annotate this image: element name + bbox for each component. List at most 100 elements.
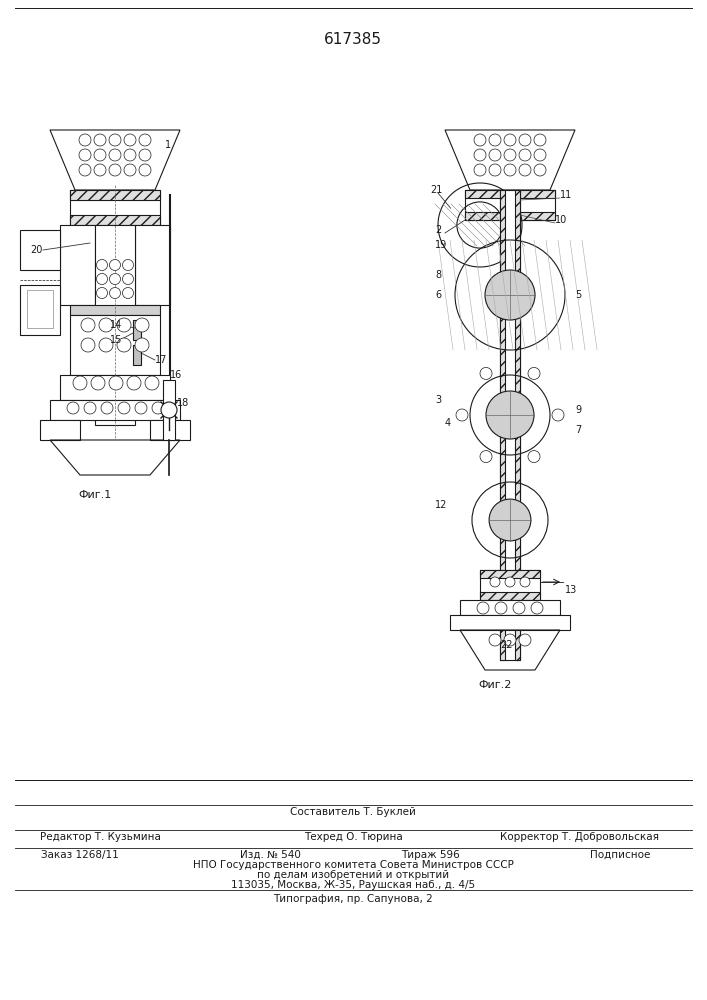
Text: 17: 17 bbox=[155, 355, 168, 365]
Bar bbox=[70, 190, 160, 225]
Bar bbox=[150, 420, 190, 440]
Circle shape bbox=[79, 149, 91, 161]
Circle shape bbox=[117, 318, 131, 332]
Text: 15: 15 bbox=[110, 335, 122, 345]
Text: по делам изобретений и открытий: по делам изобретений и открытий bbox=[257, 870, 449, 880]
Circle shape bbox=[122, 259, 134, 270]
Circle shape bbox=[135, 402, 147, 414]
Circle shape bbox=[81, 338, 95, 352]
Text: 21: 21 bbox=[430, 185, 443, 195]
Bar bbox=[515, 190, 520, 660]
Text: 7: 7 bbox=[575, 425, 581, 435]
Text: 12: 12 bbox=[435, 500, 448, 510]
Circle shape bbox=[94, 149, 106, 161]
Text: 22: 22 bbox=[500, 640, 513, 650]
Bar bbox=[460, 600, 560, 615]
Circle shape bbox=[152, 402, 164, 414]
Text: Редактор Т. Кузьмина: Редактор Т. Кузьмина bbox=[40, 832, 160, 842]
Circle shape bbox=[161, 402, 177, 418]
Circle shape bbox=[534, 164, 546, 176]
Circle shape bbox=[73, 376, 87, 390]
Circle shape bbox=[139, 149, 151, 161]
Text: Подписное: Подписное bbox=[590, 850, 650, 860]
Text: 18: 18 bbox=[177, 398, 189, 408]
Circle shape bbox=[519, 164, 531, 176]
Circle shape bbox=[110, 259, 120, 270]
Text: 4: 4 bbox=[445, 418, 451, 428]
Circle shape bbox=[96, 273, 107, 284]
Bar bbox=[500, 190, 505, 660]
Bar bbox=[60, 375, 170, 400]
Circle shape bbox=[79, 134, 91, 146]
Circle shape bbox=[79, 164, 91, 176]
Bar bbox=[163, 380, 175, 440]
Circle shape bbox=[504, 634, 516, 646]
Circle shape bbox=[135, 338, 149, 352]
Circle shape bbox=[122, 273, 134, 284]
Text: 6: 6 bbox=[435, 290, 441, 300]
Circle shape bbox=[534, 149, 546, 161]
Circle shape bbox=[122, 288, 134, 298]
Text: Тираж 596: Тираж 596 bbox=[401, 850, 460, 860]
Circle shape bbox=[534, 134, 546, 146]
Text: 2: 2 bbox=[435, 225, 441, 235]
Circle shape bbox=[456, 409, 468, 421]
Text: 19: 19 bbox=[435, 240, 448, 250]
Bar bbox=[450, 615, 570, 630]
Circle shape bbox=[474, 149, 486, 161]
Circle shape bbox=[505, 577, 515, 587]
Circle shape bbox=[96, 259, 107, 270]
Text: 10: 10 bbox=[555, 215, 567, 225]
Text: 3: 3 bbox=[435, 395, 441, 405]
Bar bbox=[133, 320, 141, 340]
Circle shape bbox=[91, 376, 105, 390]
Bar bbox=[135, 225, 170, 305]
Circle shape bbox=[474, 134, 486, 146]
Bar bbox=[20, 285, 60, 335]
Circle shape bbox=[124, 149, 136, 161]
Circle shape bbox=[135, 318, 149, 332]
Bar bbox=[480, 570, 540, 578]
Text: НПО Государственного комитета Совета Министров СССР: НПО Государственного комитета Совета Мин… bbox=[192, 860, 513, 870]
Circle shape bbox=[489, 634, 501, 646]
Circle shape bbox=[145, 376, 159, 390]
Bar bbox=[133, 345, 141, 365]
Bar bbox=[40, 420, 80, 440]
Circle shape bbox=[84, 402, 96, 414]
Circle shape bbox=[109, 134, 121, 146]
Circle shape bbox=[110, 288, 120, 298]
Text: 14: 14 bbox=[110, 320, 122, 330]
Circle shape bbox=[139, 164, 151, 176]
Circle shape bbox=[124, 134, 136, 146]
Text: Составитель Т. Буклей: Составитель Т. Буклей bbox=[290, 807, 416, 817]
Circle shape bbox=[117, 338, 131, 352]
Circle shape bbox=[110, 273, 120, 284]
Circle shape bbox=[480, 451, 492, 463]
Circle shape bbox=[490, 577, 500, 587]
Text: 113035, Москва, Ж-35, Раушская наб., д. 4/5: 113035, Москва, Ж-35, Раушская наб., д. … bbox=[231, 880, 475, 890]
Bar bbox=[70, 190, 160, 200]
Circle shape bbox=[519, 134, 531, 146]
Circle shape bbox=[477, 602, 489, 614]
Circle shape bbox=[513, 602, 525, 614]
Text: Фиг.2: Фиг.2 bbox=[479, 680, 512, 690]
Circle shape bbox=[139, 134, 151, 146]
Circle shape bbox=[504, 164, 516, 176]
Bar bbox=[465, 190, 555, 220]
Circle shape bbox=[519, 149, 531, 161]
Circle shape bbox=[489, 149, 501, 161]
Bar bbox=[70, 315, 160, 375]
Bar bbox=[480, 570, 540, 600]
Circle shape bbox=[118, 402, 130, 414]
Bar bbox=[70, 215, 160, 225]
Text: Корректор Т. Добровольская: Корректор Т. Добровольская bbox=[501, 832, 660, 842]
Text: Техред О. Тюрина: Техред О. Тюрина bbox=[303, 832, 402, 842]
Bar bbox=[480, 592, 540, 600]
Circle shape bbox=[519, 634, 531, 646]
Bar bbox=[465, 190, 555, 198]
Circle shape bbox=[94, 134, 106, 146]
Text: 16: 16 bbox=[170, 370, 182, 380]
Bar bbox=[95, 225, 135, 425]
Circle shape bbox=[99, 318, 113, 332]
Text: 11: 11 bbox=[560, 190, 572, 200]
